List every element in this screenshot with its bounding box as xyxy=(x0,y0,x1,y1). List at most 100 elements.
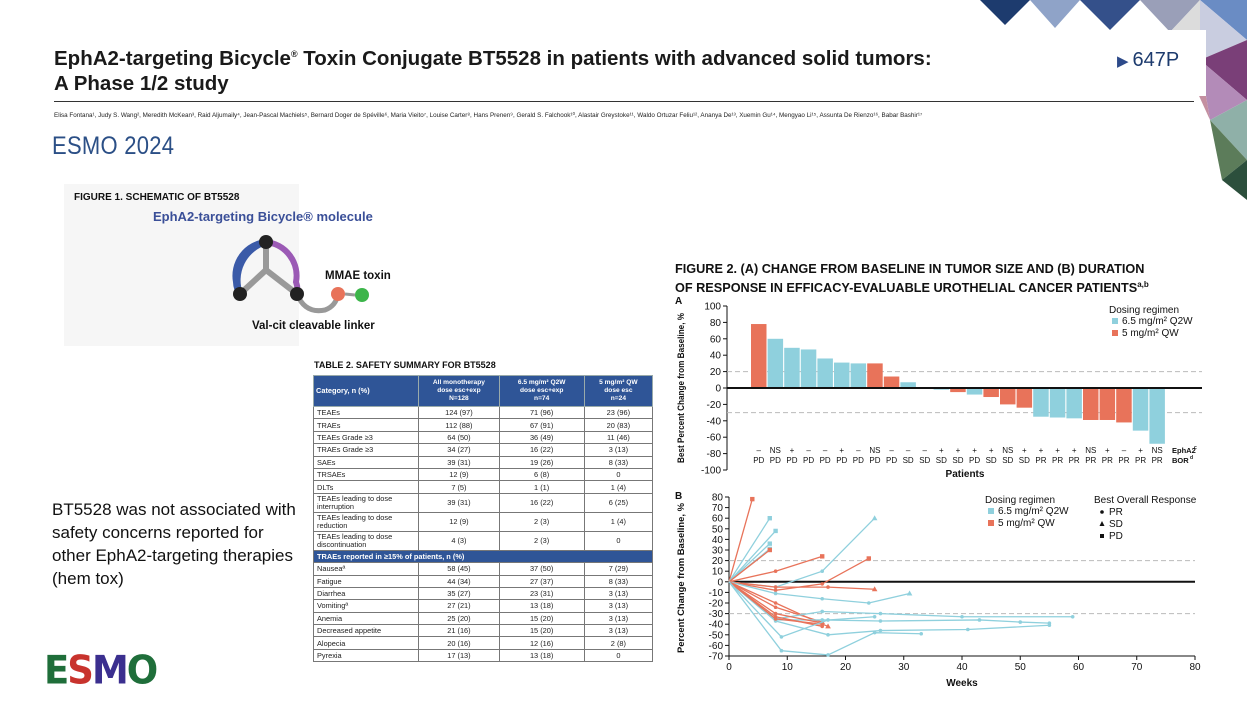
table-cell: TEAEs leading to dose discontinuation xyxy=(312,530,420,551)
author-list: Elisa Fontana¹, Judy S. Wang², Meredith … xyxy=(54,112,923,119)
bar xyxy=(1066,388,1082,419)
bar xyxy=(1083,388,1099,420)
table-cell: 6 (25) xyxy=(583,492,654,513)
table-cell: 15 (20) xyxy=(498,624,585,638)
legend-marker xyxy=(1100,534,1104,538)
y-tick-label: 40 xyxy=(712,535,724,546)
legend-swatch xyxy=(1112,330,1118,336)
table-cell: 0 xyxy=(583,467,654,482)
table-cell: 1 (1) xyxy=(498,480,585,494)
data-point xyxy=(866,556,871,561)
series-line xyxy=(728,517,771,583)
summary-text: BT5528 was not associated with safety co… xyxy=(52,500,296,588)
bor-label: PR xyxy=(1102,456,1113,465)
epha2-label: + xyxy=(1072,446,1077,455)
table-cell: 64 (50) xyxy=(418,430,500,445)
table-row: TRAEs 112 (88) 67 (91) 20 (83) xyxy=(312,418,654,432)
table-cell: 8 (33) xyxy=(583,574,654,588)
epha2-label: + xyxy=(1138,446,1143,455)
legend-swatch xyxy=(1112,318,1118,324)
legend-title: Dosing regimen xyxy=(985,495,1055,506)
y-tick-label: 60 xyxy=(710,334,722,345)
table-row: Pyrexia 17 (13) 13 (18) 0 xyxy=(312,648,654,663)
table-cell: 4 (3) xyxy=(418,530,500,551)
legend-marker xyxy=(1100,510,1104,514)
table-cell: 44 (34) xyxy=(418,574,500,588)
data-point xyxy=(820,618,824,622)
table-cell: 0 xyxy=(583,530,654,551)
table-cell: TEAEs Grade ≥3 xyxy=(312,430,420,445)
series-line xyxy=(728,549,771,583)
table-cell: 3 (13) xyxy=(583,611,654,626)
x-tick-label: 0 xyxy=(726,662,732,673)
x-tick-label: 60 xyxy=(1073,662,1085,673)
table-cell: Alopecia xyxy=(312,636,420,650)
y-tick-label: -20 xyxy=(707,400,722,411)
table-cell: Anemia xyxy=(312,611,420,626)
data-point xyxy=(773,601,778,605)
table-cell: 1 (4) xyxy=(583,511,654,532)
bor-label: SD xyxy=(936,456,947,465)
y-tick-label: -20 xyxy=(709,599,724,610)
legend-label: 5 mg/m² QW xyxy=(1122,328,1179,339)
table-cell: 71 (96) xyxy=(498,405,585,420)
bor-label: PD xyxy=(969,456,980,465)
logo-letter: M xyxy=(91,647,129,694)
data-point xyxy=(1070,614,1075,619)
table-cell: 0 xyxy=(583,648,654,663)
series-line xyxy=(728,581,1050,636)
data-point xyxy=(919,631,924,636)
table-cell: 16 (22) xyxy=(498,443,585,457)
data-point xyxy=(820,582,824,586)
bor-label: SD xyxy=(1019,456,1030,465)
epha2-label: – xyxy=(823,446,828,455)
bar xyxy=(767,338,784,388)
table-row: Anemia 25 (20) 15 (20) 3 (13) xyxy=(312,611,654,626)
table-cell: 12 (9) xyxy=(418,511,500,532)
bor-label: PD xyxy=(820,456,831,465)
table-cell: 36 (49) xyxy=(498,430,585,445)
epha2-label: + xyxy=(1105,446,1110,455)
x-tick-label: 70 xyxy=(1131,662,1143,673)
table-cell: 13 (18) xyxy=(498,648,585,663)
table-cell: 12 (16) xyxy=(498,636,585,650)
epha2-label: NS xyxy=(1152,446,1163,455)
epha2-label: – xyxy=(1122,446,1127,455)
data-point xyxy=(825,623,831,629)
bar xyxy=(1149,388,1165,444)
panel-label: A xyxy=(675,296,682,307)
table-cell: 7 (29) xyxy=(583,562,654,576)
epha2-label: + xyxy=(1039,446,1044,455)
table-cell: 19 (26) xyxy=(498,455,585,469)
table-cell: 39 (31) xyxy=(418,455,500,469)
data-point xyxy=(878,619,883,623)
bar xyxy=(1116,388,1132,423)
bar xyxy=(1016,388,1033,408)
x-axis-title: Weeks xyxy=(946,678,978,689)
y-tick-label: -70 xyxy=(709,652,724,663)
table-cell: 20 (83) xyxy=(583,418,654,432)
x-tick-label: 20 xyxy=(840,662,852,673)
series-line xyxy=(728,543,771,583)
bor-label: SD xyxy=(903,456,914,465)
table-section-label: TRAEs reported in ≥15% of patients, n (%… xyxy=(313,549,653,564)
y-tick-label: 100 xyxy=(704,302,721,313)
epha2-label: – xyxy=(806,446,811,455)
y-tick-label: 10 xyxy=(712,567,724,578)
table-row: Diarrhea 35 (27) 23 (31) 3 (13) xyxy=(312,586,654,601)
epha2-label: + xyxy=(1055,446,1060,455)
x-tick-label: 80 xyxy=(1189,662,1201,673)
data-point xyxy=(820,622,824,626)
y-tick-label: -60 xyxy=(709,641,724,652)
table-cell: TRAEs Grade ≥3 xyxy=(312,443,420,457)
table-row: TEAEs leading to dose interruption 39 (31… xyxy=(312,492,654,513)
data-point xyxy=(779,648,784,653)
y-axis-title: Percent Change from Baseline, % xyxy=(676,502,687,653)
data-point xyxy=(1018,620,1023,624)
series-line xyxy=(728,530,777,583)
bar xyxy=(1000,388,1016,405)
table-cell: TRSAEs xyxy=(312,467,420,482)
legend-marker xyxy=(1099,521,1105,526)
data-point xyxy=(977,618,982,622)
table-cell: TEAEs leading to dose reduction xyxy=(312,511,420,532)
